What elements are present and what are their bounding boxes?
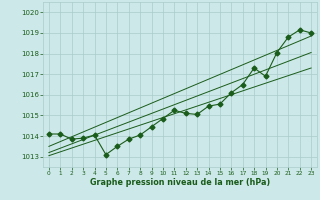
X-axis label: Graphe pression niveau de la mer (hPa): Graphe pression niveau de la mer (hPa) <box>90 178 270 187</box>
